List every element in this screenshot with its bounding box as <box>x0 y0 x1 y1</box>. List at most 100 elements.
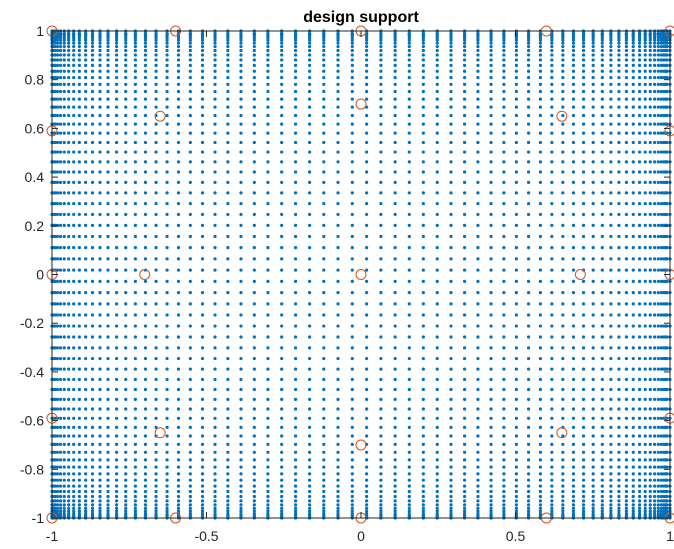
grid-point <box>308 180 312 184</box>
grid-point <box>293 245 298 250</box>
grid-point <box>489 31 493 36</box>
grid-point <box>200 268 205 272</box>
grid-point <box>435 89 439 94</box>
grid-point <box>653 478 657 482</box>
grid-point <box>322 223 326 227</box>
grid-point <box>55 465 60 469</box>
grid-point <box>550 313 554 317</box>
grid-point <box>62 48 66 53</box>
grid-point <box>600 425 604 429</box>
grid-point <box>449 494 453 499</box>
grid-point <box>393 407 397 411</box>
grid-point <box>90 58 95 62</box>
grid-point <box>609 442 613 446</box>
grid-point <box>656 234 660 239</box>
grid-point <box>77 509 81 513</box>
grid-point <box>653 397 657 401</box>
grid-point <box>538 509 543 513</box>
grid-point <box>648 131 652 135</box>
grid-point <box>538 387 543 392</box>
grid-point <box>637 38 642 42</box>
grid-point <box>624 63 629 67</box>
grid-point <box>637 82 642 86</box>
grid-point <box>252 434 256 438</box>
grid-point <box>489 503 493 507</box>
grid-point <box>200 324 205 328</box>
grid-point <box>322 234 326 239</box>
grid-point <box>407 346 411 350</box>
grid-point <box>67 484 71 488</box>
grid-point <box>489 499 493 503</box>
grid-point <box>350 170 354 174</box>
grid-point <box>350 31 354 36</box>
grid-point <box>106 48 110 53</box>
grid-point <box>435 512 439 516</box>
grid-point <box>643 506 647 510</box>
grid-point <box>489 150 493 154</box>
grid-point <box>58 494 63 499</box>
grid-point <box>188 58 192 62</box>
grid-point <box>502 38 506 42</box>
grid-point <box>462 234 467 239</box>
grid-point <box>322 291 326 295</box>
grid-point <box>407 180 411 184</box>
grid-point <box>489 170 493 174</box>
grid-point <box>124 41 128 45</box>
grid-point <box>421 442 425 446</box>
grid-point <box>449 346 453 350</box>
grid-point <box>600 122 604 126</box>
grid-point <box>67 245 71 250</box>
grid-point <box>98 69 102 73</box>
grid-point <box>561 291 565 295</box>
grid-point <box>72 105 76 109</box>
grid-point <box>476 201 480 206</box>
grid-point <box>476 478 480 482</box>
grid-point <box>624 512 629 516</box>
grid-point <box>143 313 148 317</box>
grid-point <box>462 201 467 206</box>
grid-point <box>308 113 312 118</box>
grid-point <box>133 191 137 195</box>
grid-point <box>550 356 554 361</box>
grid-point <box>106 268 110 272</box>
grid-point <box>476 397 480 401</box>
grid-point <box>407 31 411 36</box>
grid-point <box>266 223 270 227</box>
grid-point <box>609 97 613 101</box>
grid-point <box>55 170 60 174</box>
grid-point <box>489 416 493 420</box>
grid-point <box>280 53 284 57</box>
grid-point <box>154 191 158 195</box>
grid-point <box>502 131 506 135</box>
grid-point <box>62 499 66 503</box>
grid-point <box>514 489 519 494</box>
grid-point <box>293 31 298 36</box>
grid-point <box>106 75 110 80</box>
grid-point <box>280 201 284 206</box>
grid-point <box>280 41 284 45</box>
grid-point <box>653 245 657 250</box>
grid-point <box>266 499 270 503</box>
grid-point <box>62 113 66 118</box>
grid-point <box>98 58 102 62</box>
grid-point <box>293 416 298 420</box>
grid-point <box>53 212 57 217</box>
grid-point <box>637 484 642 488</box>
grid-point <box>90 279 95 283</box>
grid-point <box>200 442 205 446</box>
grid-point <box>526 89 531 94</box>
grid-point <box>600 234 604 239</box>
grid-point <box>55 82 60 86</box>
grid-point <box>462 31 467 36</box>
grid-point <box>143 191 148 195</box>
grid-point <box>435 38 439 42</box>
grid-point <box>154 212 158 217</box>
grid-point <box>561 212 565 217</box>
grid-point <box>266 212 270 217</box>
grid-point <box>55 160 60 164</box>
grid-point <box>322 478 326 482</box>
grid-point <box>62 291 66 295</box>
grid-point <box>58 58 63 62</box>
grid-point <box>188 458 192 462</box>
grid-point <box>213 279 217 283</box>
